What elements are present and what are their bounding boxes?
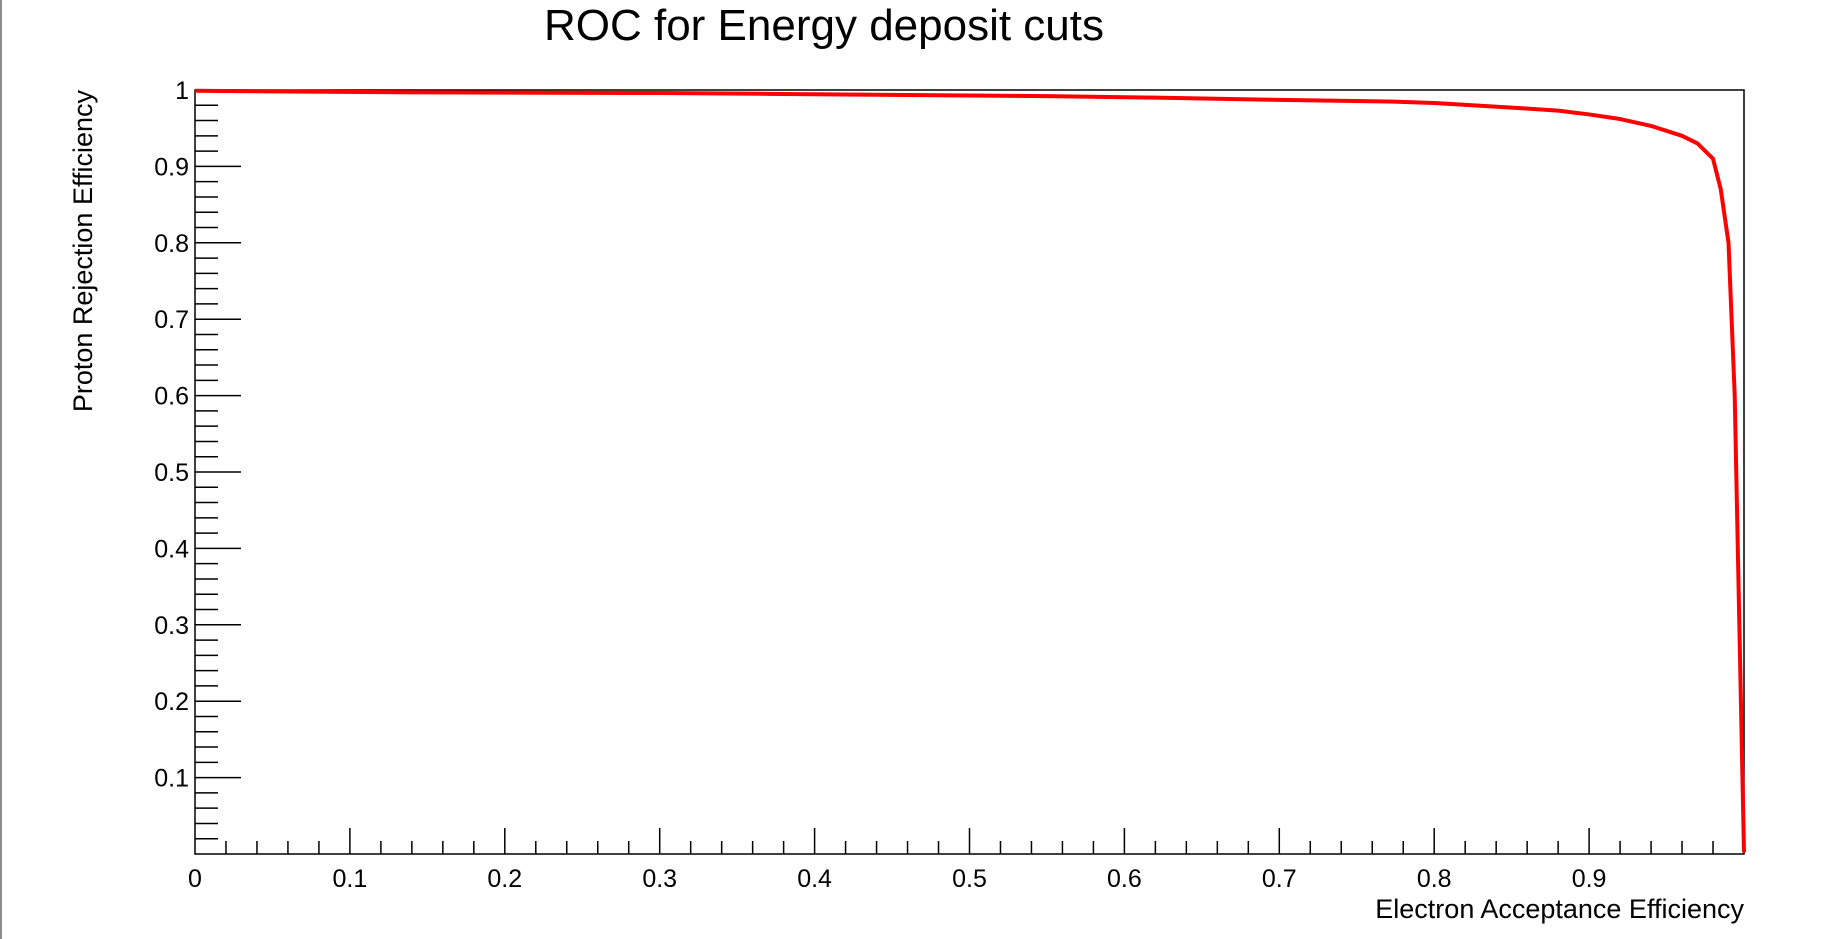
y-tick-label: 0.9 (154, 153, 189, 181)
x-axis-title: Electron Acceptance Efficiency (1375, 894, 1744, 924)
y-tick-label: 0.6 (154, 383, 189, 411)
y-tick-label: 1 (175, 77, 189, 105)
y-tick-label: 0.8 (154, 230, 189, 258)
x-tick-label: 0.3 (642, 865, 677, 893)
x-axis: 0 0.1 0.2 0.3 0.4 0.5 0.6 0.7 0.8 0.9 (188, 828, 1714, 893)
chart-title: ROC for Energy deposit cuts (544, 1, 1104, 50)
y-tick-label: 0.5 (154, 459, 189, 487)
y-tick-label: 0.7 (154, 306, 189, 334)
y-tick-label: 0.3 (154, 612, 189, 640)
x-tick-label: 0.8 (1417, 865, 1452, 893)
x-tick-label: 0.5 (952, 865, 987, 893)
plot-frame (194, 89, 1745, 855)
x-tick-label: 0.7 (1262, 865, 1297, 893)
roc-curve (194, 88, 1746, 853)
x-tick-label: 0.2 (487, 865, 522, 893)
x-tick-label: 0 (188, 865, 202, 893)
x-tick-label: 0.9 (1572, 865, 1607, 893)
y-tick-label: 0.4 (154, 535, 189, 563)
y-axis-title: Proton Rejection Efficiency (68, 90, 98, 413)
x-tick-label: 0.4 (797, 865, 832, 893)
x-tick-label: 0.1 (333, 865, 368, 893)
y-axis: 0.1 0.2 0.3 0.4 0.5 0.6 0.7 0.8 0.9 1 (154, 77, 241, 840)
y-tick-label: 0.1 (154, 765, 189, 793)
x-tick-label: 0.6 (1107, 865, 1142, 893)
y-tick-label: 0.2 (154, 688, 189, 716)
